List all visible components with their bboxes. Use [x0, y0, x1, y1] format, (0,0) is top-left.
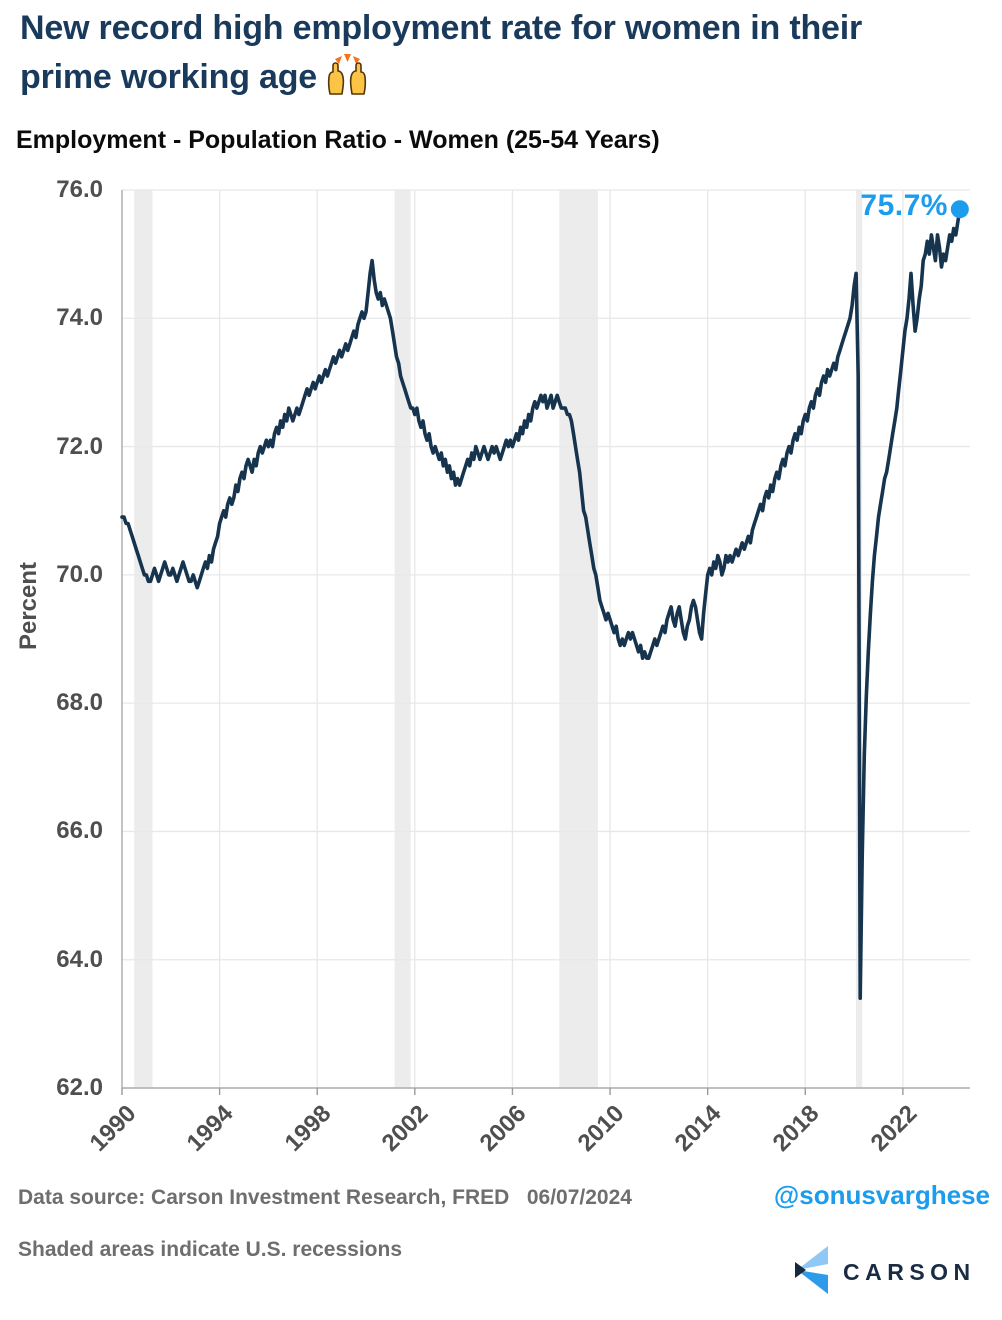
carson-logo-mark: [795, 1245, 829, 1300]
twitter-handle: @sonusvarghese: [773, 1180, 990, 1210]
page-title: New record high employment rate for wome…: [20, 6, 980, 107]
y-tick-label: 76.0: [56, 176, 103, 203]
chart-subtitle: Employment - Population Ratio - Women (2…: [16, 126, 660, 154]
recession-band: [134, 190, 153, 1088]
y-tick-label: 68.0: [56, 689, 103, 717]
y-tick-label: 72.0: [56, 432, 103, 460]
source-text: Data source: Carson Investment Research,…: [18, 1186, 632, 1209]
latest-value-label: 75.7%: [860, 189, 948, 222]
recession-band: [394, 190, 411, 1088]
recession-band: [559, 190, 598, 1088]
series-line: [120, 207, 962, 1000]
raising-hands-emoji: [326, 51, 368, 107]
y-tick-label: 74.0: [56, 304, 103, 332]
y-tick-label: 66.0: [56, 817, 103, 845]
page-title-line1: New record high employment rate for wome…: [20, 9, 863, 47]
recession-note: Shaded areas indicate U.S. recessions: [18, 1238, 403, 1261]
latest-point-marker: [950, 200, 969, 219]
carson-logo-text: CARSON: [843, 1259, 976, 1285]
y-tick-label: 70.0: [56, 560, 103, 588]
page-title-line2: prime working age: [20, 58, 318, 96]
y-tick-label: 64.0: [56, 945, 103, 973]
y-tick-label: 62.0: [56, 1074, 103, 1101]
